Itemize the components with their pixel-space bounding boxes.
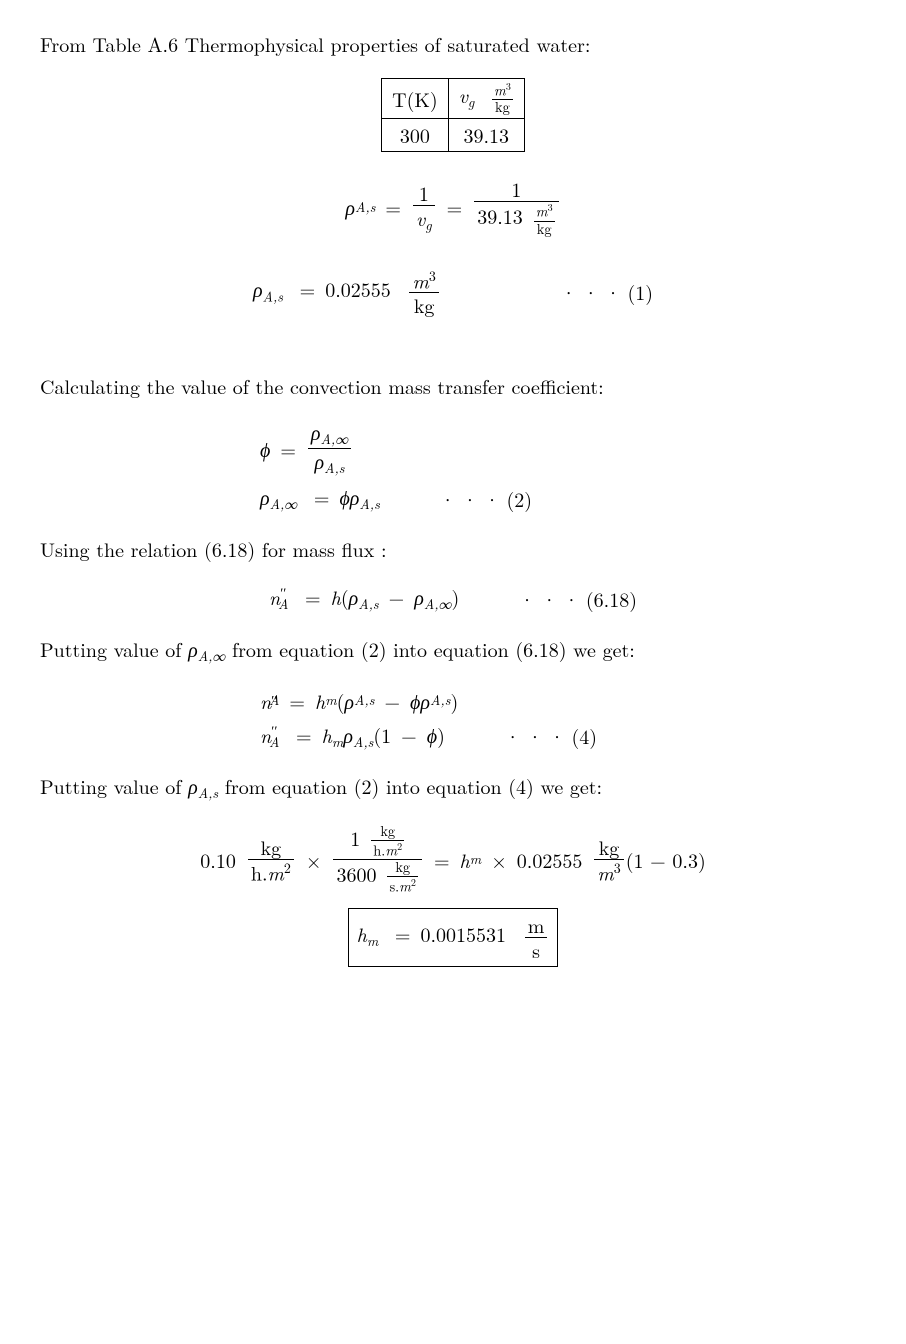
equation-tag-4: · · · (4) (505, 722, 597, 750)
calc-text: Calculating the value of the convection … (40, 372, 866, 400)
equation-tag-618: · · · (6.18) (519, 585, 637, 613)
table-header-temp: T(K) (382, 79, 449, 119)
table-cell-temp: 300 (382, 119, 449, 152)
equation-618: n′′A = h(ρA,s − ρA,∞) · · · (6.18) (40, 583, 866, 615)
equation-rho-def: ρA,s = 1 vg = 1 39.13 m3kg (40, 177, 866, 237)
equation-tag-2: · · · (2) (440, 485, 532, 513)
boxed-result: hm = 0.0015531 m s (348, 908, 559, 967)
relation-text: Using the relation (6.18) for mass flux … (40, 535, 866, 563)
equation-1: ρA,s = 0.02555 m3 kg · · · (1) (40, 268, 866, 318)
put1-text: Putting value of ρA,∞ from equation (2) … (40, 635, 866, 667)
equation-tag-1: · · · (1) (561, 278, 653, 306)
equation-final: 0.10 kg h.m2 × 1 kgh.m2 3600 kgs.m2 = hm… (40, 824, 866, 966)
put2-text: Putting value of ρA,s from equation (2) … (40, 772, 866, 804)
intro-text: From Table A.6 Thermophysical properties… (40, 30, 866, 58)
table-header-vg: vg m3 kg (448, 79, 524, 119)
equation-4: n′′A = hm(ρA,s − ϕρA,s) n′′A = hmρA,s(1 … (40, 687, 866, 753)
equation-phi: ϕ = ρA,∞ ρA,s ρA,∞ = ϕρA,s · · · (2) (40, 420, 866, 515)
table-cell-vg: 39.13 (448, 119, 524, 152)
properties-table: T(K) vg m3 kg 300 39.13 (381, 78, 525, 152)
